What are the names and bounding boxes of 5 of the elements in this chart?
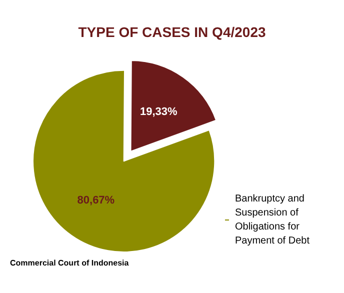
data-label: 19,33% bbox=[140, 106, 178, 118]
legend-label: Bankruptcy and Suspension of Obligations for Payment of Debt bbox=[235, 194, 310, 246]
text: Commercial Court of Indonesia bbox=[10, 258, 130, 268]
chart-title: TYPE OF CASES IN Q4/2023 bbox=[78, 24, 266, 40]
data-label: 80,67% bbox=[77, 194, 115, 207]
